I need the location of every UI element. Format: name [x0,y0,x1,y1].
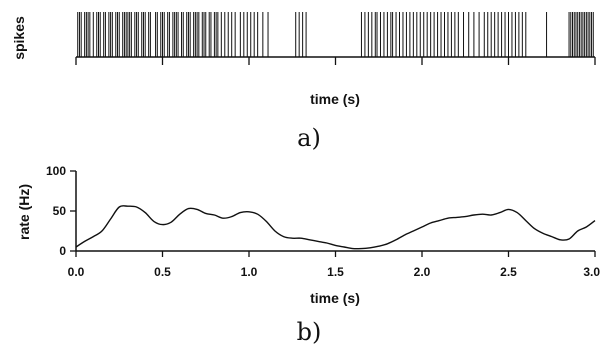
rate-xticks: 0.0 0.5 1.0 1.5 2.0 2.5 3.0 [68,251,600,279]
raster-spikes [77,12,594,57]
raster-ylabel: spikes [11,16,27,60]
rate-yticks: 0 50 100 [46,164,76,258]
rate-x-tick-label: 2.0 [414,265,431,279]
rate-y-tick-label: 50 [53,204,67,218]
raster-ticks [75,57,596,65]
rate-ylabel: rate (Hz) [16,184,32,240]
rate-x-tick-label: 0.0 [68,265,85,279]
rate-x-tick-label: 1.0 [241,265,258,279]
raster-panel: spikes time (s) [11,12,596,107]
caption-a: a) [297,124,321,152]
rate-series-line [75,205,596,250]
rate-xlabel: time (s) [310,290,360,306]
rate-x-tick-label: 0.5 [154,265,171,279]
caption-b: b) [297,318,322,346]
raster-xlabel: time (s) [310,91,360,107]
rate-x-tick-label: 2.5 [500,265,517,279]
rate-panel: rate (Hz) 0 50 100 0.0 0.5 1.0 1.5 2.0 2.5 3.0 t… [16,164,600,306]
rate-y-tick-label: 100 [46,164,66,178]
rate-y-tick-label: 0 [59,244,66,258]
rate-x-tick-label: 3.0 [583,265,600,279]
rate-x-tick-label: 1.5 [327,265,344,279]
